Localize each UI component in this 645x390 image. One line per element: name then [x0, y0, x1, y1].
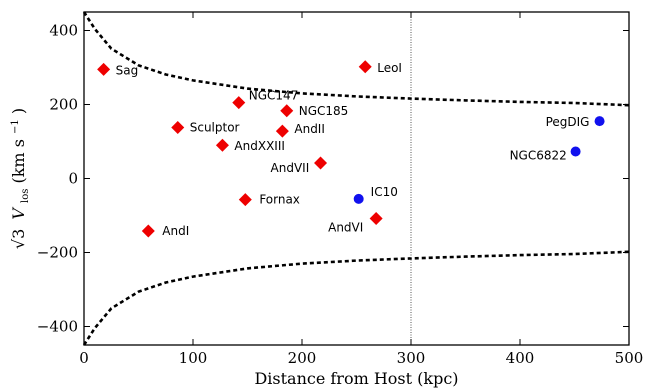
point-label: AndVII — [271, 161, 310, 175]
y-axis-label-symbol: V — [9, 207, 28, 220]
data-point-circle — [353, 193, 364, 204]
point-label: AndII — [294, 122, 325, 136]
data-point-diamond — [314, 156, 328, 170]
point-label: Sculptor — [190, 120, 240, 134]
escape-velocity-curves — [82, 11, 630, 346]
x-axis-label: Distance from Host (kpc) — [254, 369, 458, 388]
data-point-diamond — [97, 62, 111, 76]
data-point-diamond — [232, 96, 246, 110]
point-label: NGC147 — [249, 89, 299, 103]
y-axis-label-unit-close: ) — [9, 108, 28, 114]
x-tick-label: 300 — [397, 349, 426, 367]
point-label: Fornax — [259, 193, 300, 207]
y-tick-label: 200 — [49, 96, 78, 114]
data-point-diamond — [238, 193, 252, 207]
point-label: NGC6822 — [510, 148, 567, 162]
y-tick-label: 400 — [49, 22, 78, 40]
data-point-diamond — [141, 224, 155, 238]
y-axis-label-subscript: los — [20, 189, 31, 203]
y-axis-label-unit: (km s — [9, 139, 28, 183]
data-point-circle — [570, 146, 581, 157]
x-tick-label: 500 — [615, 349, 644, 367]
y-axis-label: √3 V los (km s −1 ) — [3, 108, 32, 249]
y-tick-label: 0 — [68, 170, 78, 188]
plot-frame — [83, 11, 630, 346]
point-label: AndXXIII — [234, 139, 285, 153]
escape-curve-upper — [82, 11, 630, 107]
axis-ticks: 0 100 200 300 400 500 −400 −200 0 200 400 — [37, 12, 644, 367]
y-tick-label: −400 — [37, 318, 78, 336]
escape-curve-lower — [82, 250, 630, 346]
data-point-circle — [594, 116, 605, 127]
data-point-diamond — [171, 120, 185, 134]
point-label: IC10 — [371, 185, 398, 199]
data-point-diamond — [215, 138, 229, 152]
data-point-diamond — [358, 60, 372, 74]
data-point-diamond — [369, 211, 383, 225]
x-tick-label: 200 — [288, 349, 317, 367]
point-label: Sag — [116, 63, 139, 77]
x-tick-label: 0 — [79, 349, 89, 367]
data-point-diamond — [275, 124, 289, 138]
y-axis-label-unit-exponent: −1 — [10, 119, 21, 134]
point-label: AndVI — [328, 220, 363, 234]
point-label: LeoI — [377, 61, 402, 75]
y-axis-label-root: √3 — [9, 229, 28, 249]
y-tick-label: −200 — [37, 244, 78, 262]
point-label: NGC185 — [299, 104, 349, 118]
point-label: AndI — [162, 224, 189, 238]
x-tick-label: 100 — [179, 349, 208, 367]
point-label: PegDIG — [546, 115, 590, 129]
data-points — [97, 60, 605, 238]
data-point-diamond — [280, 104, 294, 118]
x-tick-label: 400 — [506, 349, 535, 367]
